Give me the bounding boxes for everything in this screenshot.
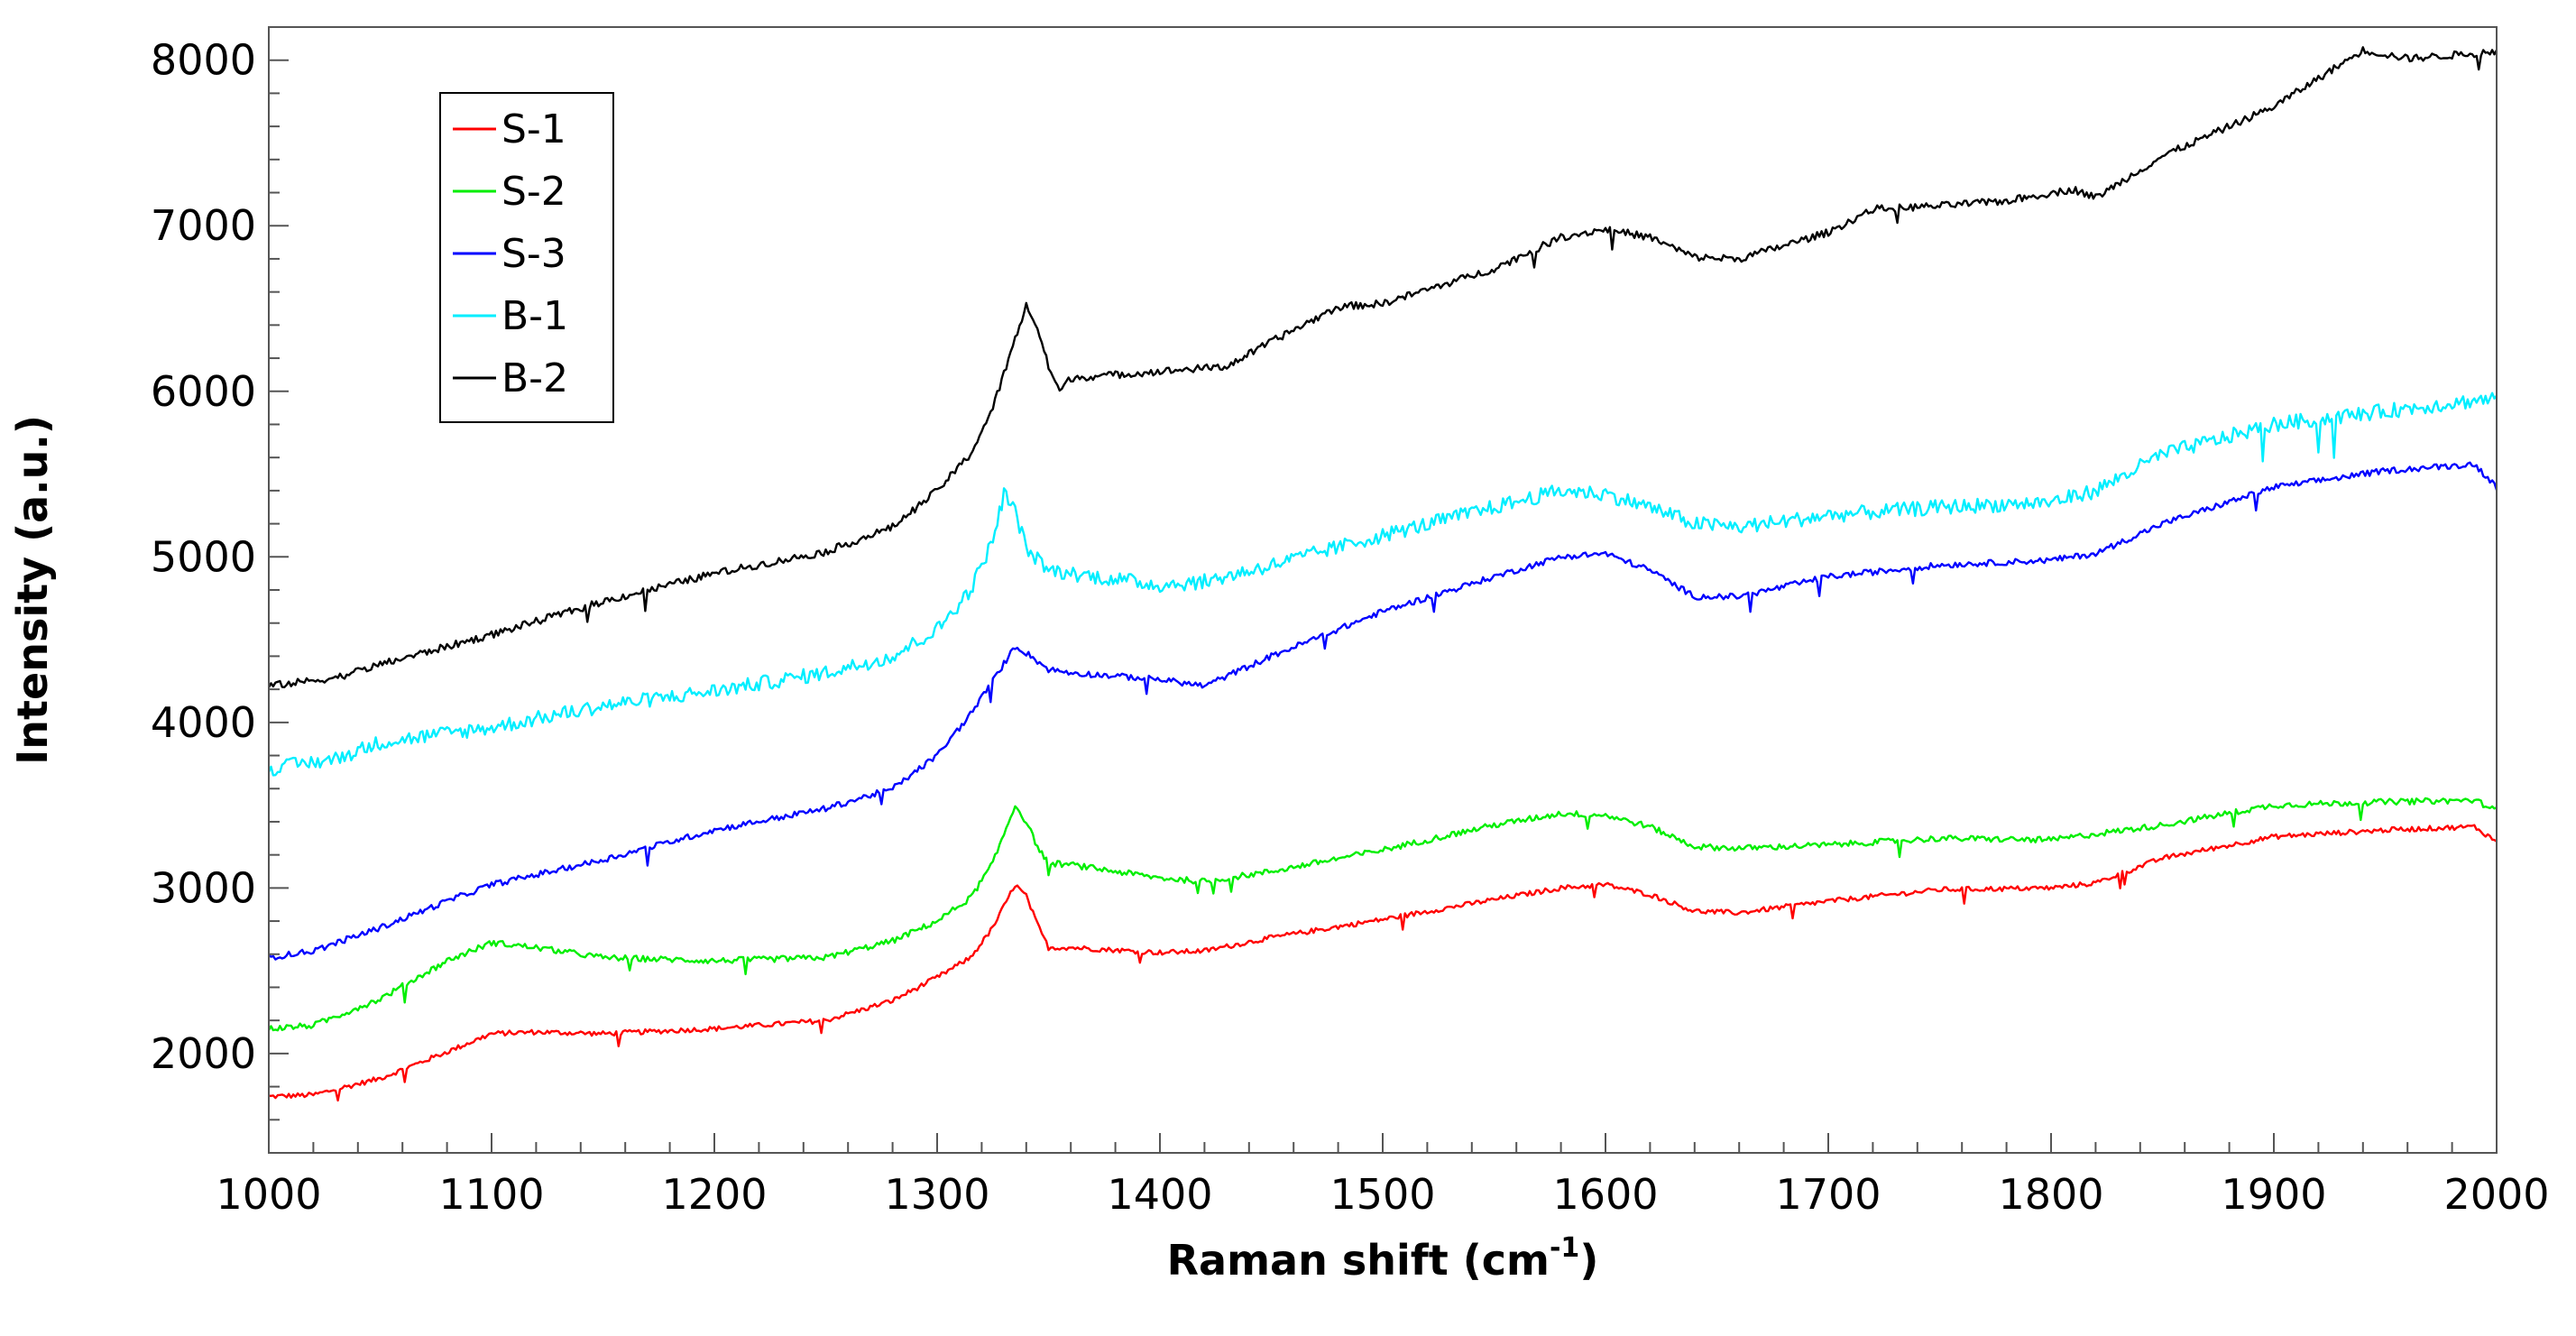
- x-tick-label: 1800: [1998, 1170, 2103, 1219]
- x-tick-label: 1900: [2221, 1170, 2326, 1219]
- series-line-b-2: [267, 46, 2498, 688]
- y-axis: 2000 3000 4000 5000 6000 7000 8000: [151, 26, 289, 1154]
- legend-label: S-1: [501, 106, 566, 152]
- y-tick-label: 3000: [151, 863, 256, 912]
- legend-box: [439, 92, 614, 423]
- x-axis-title: Raman shift (cm-1): [1167, 1232, 1599, 1285]
- y-tick-label: 6000: [151, 367, 256, 416]
- x-tick-label: 2000: [2443, 1170, 2549, 1219]
- x-tick-label: 1300: [884, 1170, 989, 1219]
- legend-label: B-1: [501, 293, 568, 339]
- y-tick-label: 2000: [151, 1029, 256, 1078]
- x-tick-label: 1400: [1107, 1170, 1212, 1219]
- y-tick-label: 7000: [151, 201, 256, 250]
- series-layer: [267, 46, 2498, 1102]
- legend-label: S-2: [501, 169, 566, 215]
- series-line-s-1: [268, 824, 2498, 1102]
- x-tick-label: 1500: [1329, 1170, 1435, 1219]
- y-tick-label: 8000: [151, 36, 256, 85]
- x-tick-label: 1700: [1775, 1170, 1881, 1219]
- y-tick-label: 4000: [151, 698, 256, 747]
- y-axis-title: Intensity (a.u.): [8, 415, 57, 765]
- x-tick-label: 1200: [661, 1170, 767, 1219]
- x-axis-title-tail: ): [1579, 1236, 1598, 1285]
- x-axis: 1000 1100 1200 1300 1400 1500 1600 1700 1800 1900…: [216, 1133, 2550, 1219]
- series-line-s-3: [268, 461, 2498, 961]
- x-tick-label: 1100: [438, 1170, 544, 1219]
- series-line-s-2: [267, 797, 2498, 1032]
- x-tick-label: 1000: [216, 1170, 321, 1219]
- x-tick-label: 1600: [1552, 1170, 1658, 1219]
- x-axis-title-main: Raman shift (cm: [1167, 1236, 1550, 1285]
- legend-label: B-2: [501, 355, 568, 401]
- x-axis-title-superscript: -1: [1550, 1232, 1579, 1264]
- legend: S-1 S-2 S-3 B-1 B-2: [439, 92, 614, 423]
- legend-label: S-3: [501, 231, 566, 277]
- y-tick-label: 5000: [151, 532, 256, 581]
- series-line-b-1: [267, 392, 2498, 777]
